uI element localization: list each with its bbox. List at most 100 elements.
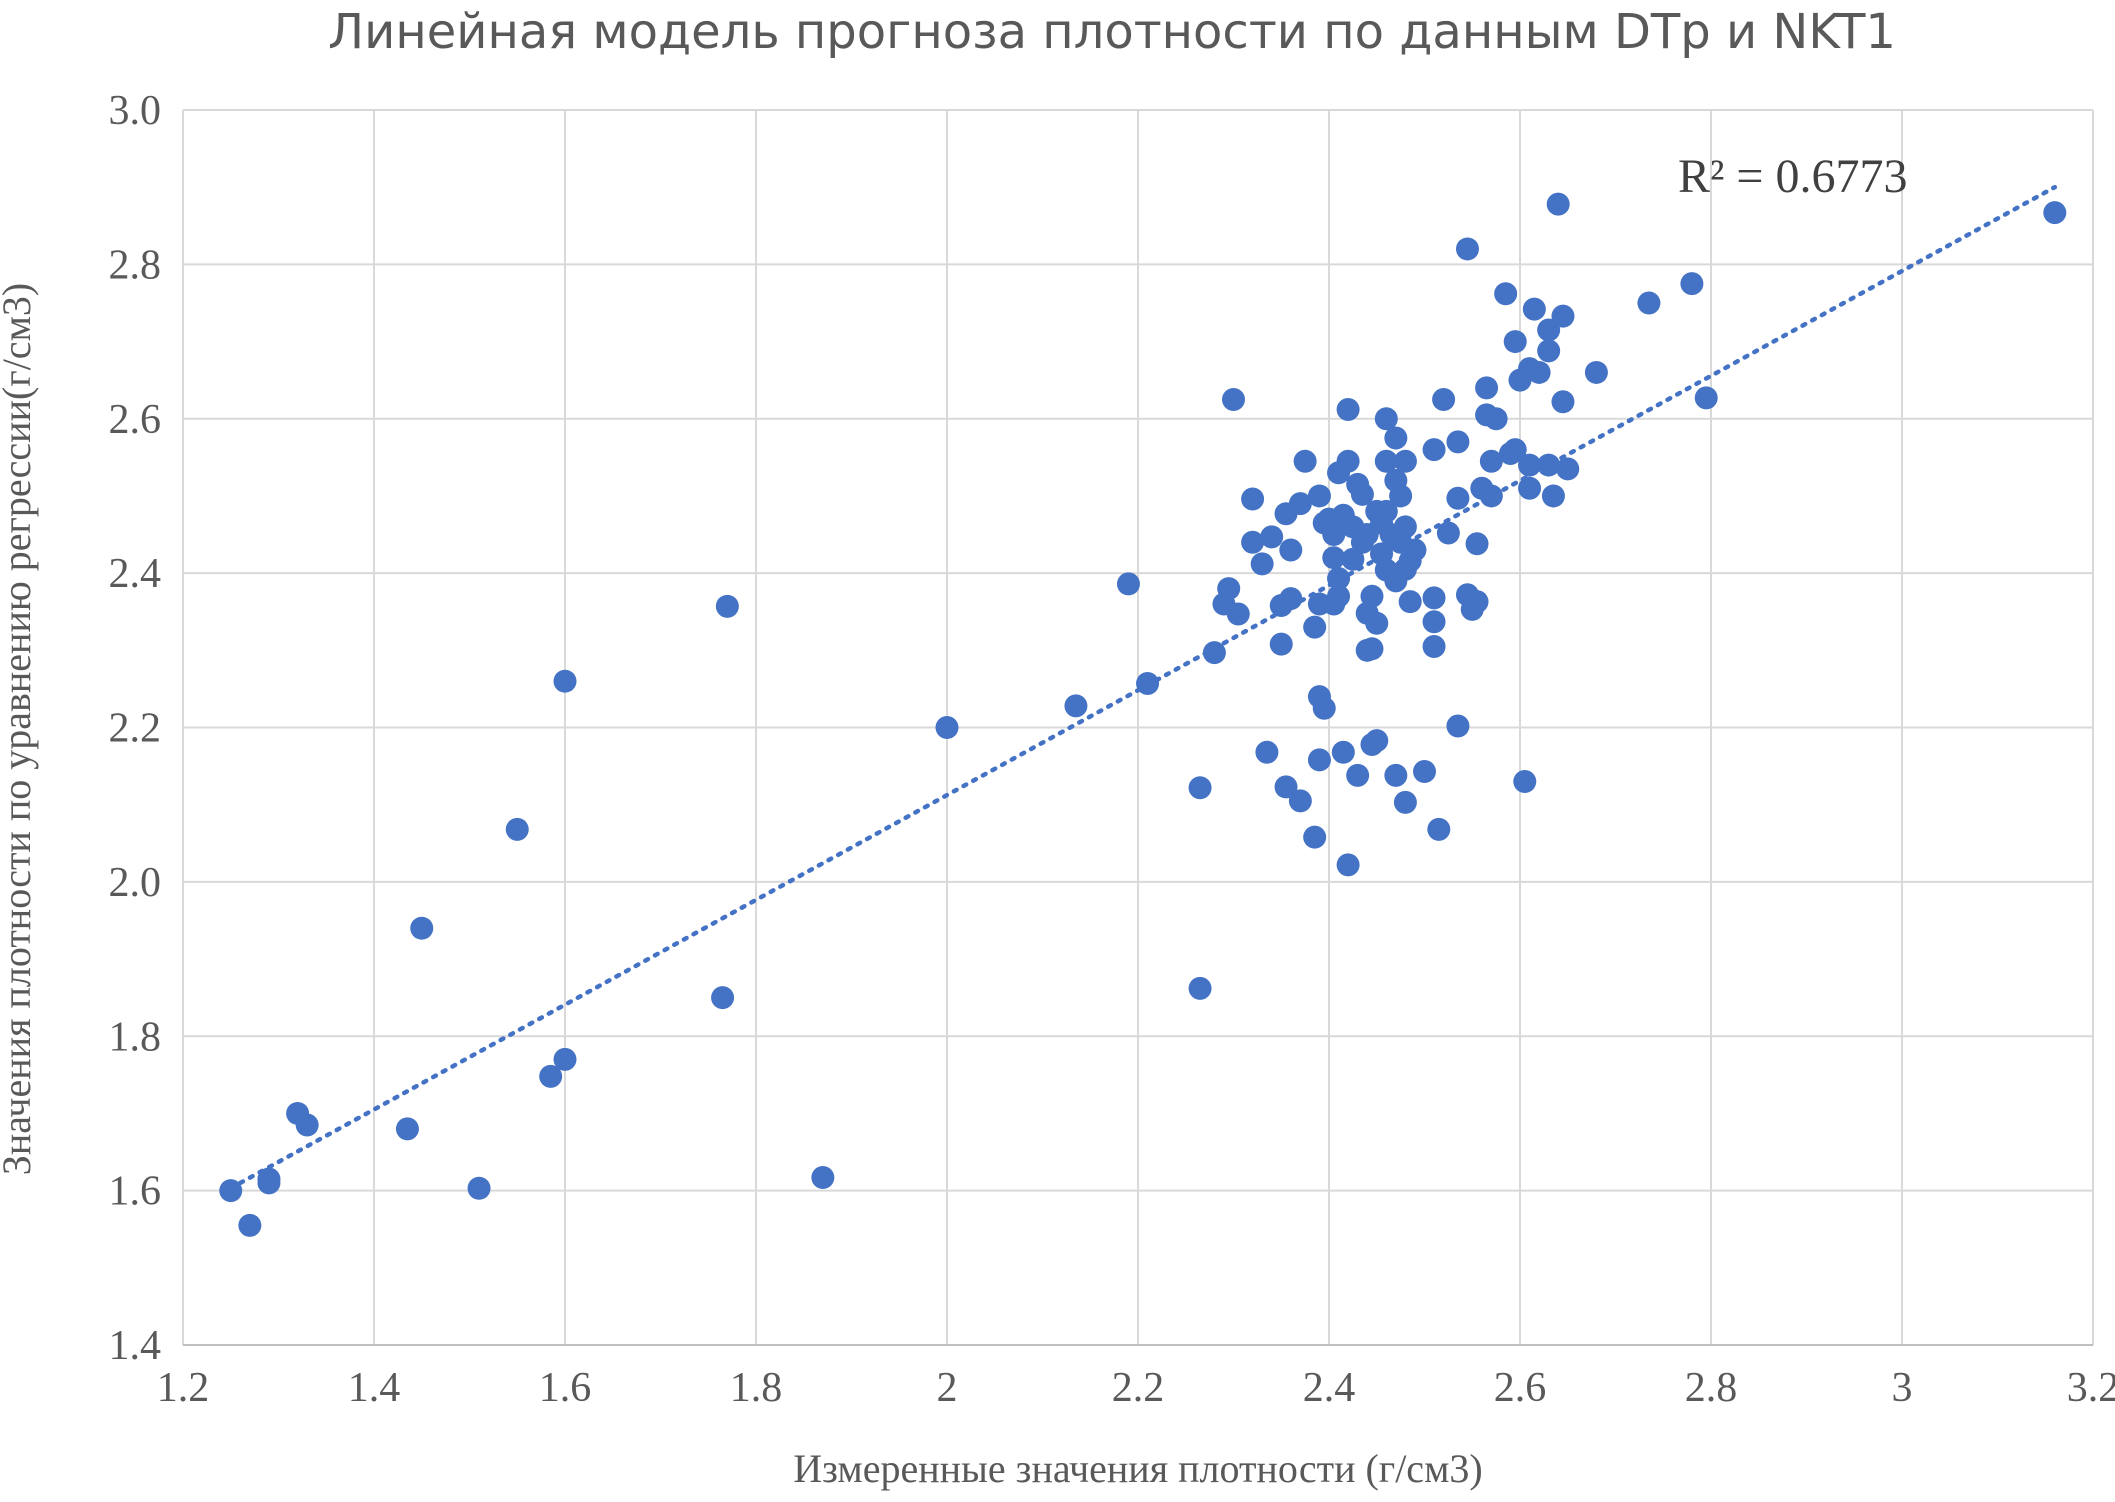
- data-point: [1136, 672, 1160, 696]
- data-point: [1537, 339, 1561, 363]
- data-point: [1465, 590, 1489, 614]
- data-point: [257, 1171, 281, 1195]
- data-point: [1503, 330, 1527, 354]
- data-point: [1584, 360, 1608, 384]
- data-point: [1537, 453, 1561, 477]
- data-point: [1393, 515, 1417, 539]
- x-tick-labels: 1.2 1.4 1.6 1.8 2 2.2 2.4 2.6 2.8 3 3.2: [157, 1365, 2115, 1411]
- x-tick-label: 2.4: [1303, 1365, 1356, 1411]
- data-point: [1479, 484, 1503, 508]
- data-point: [1303, 615, 1327, 639]
- y-tick-label: 2.4: [109, 551, 162, 597]
- data-point: [467, 1176, 491, 1200]
- data-point: [1226, 602, 1250, 626]
- data-point: [295, 1113, 319, 1137]
- data-point: [1250, 552, 1274, 576]
- data-point: [1365, 729, 1389, 753]
- data-point: [1293, 449, 1317, 473]
- data-point: [1327, 567, 1351, 591]
- data-point: [1479, 449, 1503, 473]
- data-point: [1484, 407, 1508, 431]
- data-point: [1116, 572, 1140, 596]
- y-tick-label: 3.0: [109, 88, 162, 134]
- x-tick-label: 1.6: [539, 1365, 592, 1411]
- y-tick-label: 2.0: [109, 860, 162, 906]
- data-point: [553, 1047, 577, 1071]
- data-point: [1551, 304, 1575, 328]
- data-point: [1475, 376, 1499, 400]
- data-point: [1422, 438, 1446, 462]
- data-point: [553, 669, 577, 693]
- data-point: [1327, 584, 1351, 608]
- y-tick-label: 2.6: [109, 397, 162, 443]
- data-point: [1336, 853, 1360, 877]
- data-point: [1393, 790, 1417, 814]
- y-tick-label: 1.6: [109, 1169, 162, 1215]
- data-point: [1522, 297, 1546, 321]
- data-point: [1336, 397, 1360, 421]
- data-point: [410, 916, 434, 940]
- data-point: [1350, 482, 1374, 506]
- data-point: [1537, 318, 1561, 342]
- data-point: [1274, 775, 1298, 799]
- data-point: [505, 817, 529, 841]
- data-point: [1374, 499, 1398, 523]
- y-tick-label: 1.8: [109, 1014, 162, 1060]
- data-point: [1322, 523, 1346, 547]
- data-point: [1637, 291, 1661, 315]
- data-point: [1513, 770, 1537, 794]
- data-point: [1222, 387, 1245, 411]
- data-point: [1360, 584, 1384, 608]
- data-point: [1680, 272, 1704, 296]
- data-point: [1288, 789, 1312, 813]
- data-point: [1446, 486, 1470, 510]
- data-point: [1389, 484, 1413, 508]
- data-point: [1374, 407, 1398, 431]
- data-point: [1288, 492, 1312, 516]
- r-squared-label: R² = 0.6773: [1678, 150, 1907, 203]
- data-point: [1374, 449, 1398, 473]
- x-tick-label: 3: [1892, 1365, 1913, 1411]
- data-point: [1384, 763, 1408, 787]
- data-point: [1279, 538, 1303, 562]
- x-axis-label: Измеренные значения плотности (г/см3): [793, 1446, 1482, 1491]
- data-point: [1307, 484, 1331, 508]
- data-point: [1518, 453, 1542, 477]
- data-point: [1202, 641, 1226, 665]
- data-point: [1360, 637, 1384, 661]
- data-point: [1331, 740, 1355, 764]
- chart-title: Линейная модель прогноза плотности по да…: [328, 4, 1896, 60]
- data-point: [1303, 825, 1327, 849]
- x-tick-label: 1.4: [348, 1365, 401, 1411]
- data-point: [1398, 590, 1422, 614]
- x-tick-label: 1.8: [730, 1365, 783, 1411]
- data-point: [1694, 386, 1718, 410]
- data-point: [1346, 763, 1370, 787]
- data-point: [1255, 740, 1279, 764]
- y-tick-labels: 1.4 1.6 1.8 2.0 2.2 2.4 2.6 2.8 3.0: [109, 88, 162, 1369]
- data-point: [715, 594, 739, 618]
- data-point: [1494, 282, 1518, 306]
- x-tick-label: 2: [937, 1365, 958, 1411]
- data-point: [1393, 449, 1417, 473]
- data-point: [1541, 484, 1565, 508]
- data-point: [1384, 426, 1408, 450]
- y-tick-label: 2.2: [109, 706, 162, 752]
- y-tick-label: 2.8: [109, 242, 162, 288]
- data-point: [1436, 521, 1460, 545]
- data-point: [2043, 201, 2067, 225]
- x-tick-label: 2.8: [1685, 1365, 1738, 1411]
- data-point: [811, 1166, 835, 1190]
- y-axis-label: Значения плотности по уравнению регресси…: [0, 283, 39, 1175]
- data-point: [1241, 487, 1265, 511]
- data-point: [1188, 976, 1212, 1000]
- data-point: [1455, 237, 1479, 261]
- data-point: [1551, 390, 1575, 414]
- data-point: [1260, 525, 1284, 549]
- y-tick-label: 1.4: [109, 1323, 162, 1369]
- data-point: [1403, 538, 1427, 562]
- data-point: [395, 1117, 419, 1141]
- x-tick-label: 1.2: [157, 1365, 210, 1411]
- x-tick-label: 3.2: [2067, 1365, 2115, 1411]
